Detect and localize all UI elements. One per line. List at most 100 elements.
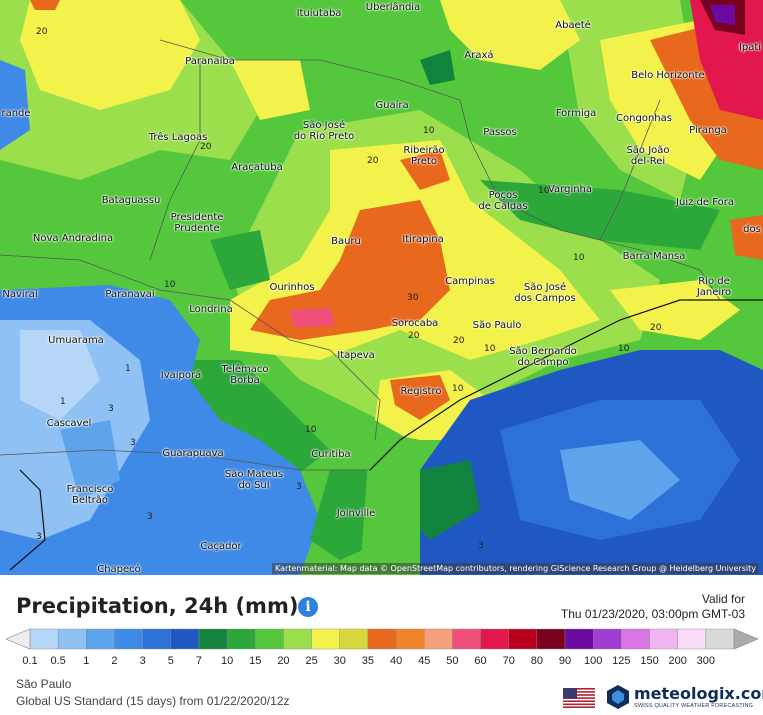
city-label: Passos [483,127,517,138]
city-label: Juiz de Fora [676,197,734,208]
scale-label: 300 [696,655,716,667]
valid-for-label: Valid for [701,592,745,606]
scale-swatch [508,628,538,650]
scale-label: 5 [167,655,174,667]
city-label: Registro [400,386,442,397]
precip-peak-pink-center [290,308,335,328]
city-label: Itapeva [337,350,375,361]
city-label: Naviraí [2,289,38,300]
city-label: Guarapuava [162,448,224,459]
precip-color-scale [6,628,758,650]
brand-tagline: SWISS QUALITY WEATHER FORECASTING [634,703,754,709]
contour-label: 20 [453,336,465,346]
city-label: Ourinhos [269,282,315,293]
scale-label: 15 [249,655,262,667]
logo-mark-icon [607,685,629,709]
scale-swatch [170,628,200,650]
city-label: Chapecó [97,564,141,575]
scale-swatch [395,628,425,650]
scale-swatch [57,628,87,650]
scale-label: 35 [361,655,375,667]
us-flag-icon[interactable] [563,688,595,708]
city-label: Francisco Beltrão [66,484,114,506]
scale-swatch [677,628,707,650]
scale-label: 3 [139,655,146,667]
city-label: Londrina [189,304,233,315]
scale-arrow-right [733,628,758,650]
city-label: Paranaíba [185,56,235,67]
city-label: Nova Andradina [32,233,114,244]
contour-label: 1 [125,364,131,374]
scale-swatch [564,628,594,650]
scale-swatch [311,628,340,650]
scale-swatch [198,628,228,650]
scale-label: 50 [446,655,459,667]
city-label: Caçador [200,541,242,552]
contour-label: 10 [452,384,464,394]
city-label: São José dos Campos [514,282,576,304]
contour-label: 3 [108,404,114,414]
city-label: dos [743,224,761,235]
city-label: Araxá [464,50,494,61]
scale-swatch [86,628,115,650]
scale-label: 0.1 [22,655,38,667]
city-label: Paranavaí [105,289,155,300]
contour-label: 10 [423,126,435,136]
scale-swatch [593,628,622,650]
scale-label: 2 [111,655,118,667]
city-label: Congonhas [616,113,672,124]
contour-label: 20 [408,331,420,341]
city-label: rande [1,108,31,119]
scale-swatch [705,628,735,650]
city-label: Uberlândia [365,2,421,13]
contour-label: 3 [130,438,136,448]
valid-for: Valid for Thu 01/23/2020, 03:00pm GMT-03 [561,592,745,622]
info-icon[interactable]: i [298,597,318,617]
map-canvas [0,0,763,575]
scale-label: 70 [502,655,515,667]
city-label: São Bernardo do Campo [509,346,577,368]
contour-label: 10 [573,253,585,263]
map-attribution: Kartenmaterial: Map data © OpenStreetMap… [271,563,759,574]
city-label: Ipati [738,42,762,53]
contour-label: 3 [36,532,42,542]
contour-label: 3 [296,482,302,492]
city-label: Ivaiporã [160,370,202,381]
valid-for-datetime: Thu 01/23/2020, 03:00pm GMT-03 [560,607,745,621]
city-label: Guaíra [375,100,409,111]
scale-swatch [621,628,650,650]
scale-arrow-left [6,628,31,650]
scale-label: 40 [389,655,403,667]
contour-label: 20 [650,323,662,333]
meteologix-logo[interactable]: meteologix.com SWISS QUALITY WEATHER FOR… [606,684,763,712]
city-label: Bauru [331,236,361,247]
scale-label: 200 [668,655,687,667]
city-label: Araçatuba [231,162,283,173]
precipitation-map[interactable]: Ituiutaba Uberlândia Abaeté Paranaíba Ar… [0,0,763,575]
city-label: Ituiutaba [296,8,342,19]
contour-label: 10 [484,344,496,354]
scale-swatch [339,628,369,650]
city-label: São José do Rio Preto [293,120,355,142]
scale-swatch [649,628,678,650]
city-label: Belo Horizonte [631,70,705,81]
scale-label: 0.5 [50,655,66,667]
contour-label: 20 [36,27,48,37]
city-label: Ribeirão Preto [403,145,445,167]
city-label: Piranga [689,125,727,136]
city-label: Umuarama [48,335,104,346]
scale-label: 125 [612,655,631,667]
contour-label: 20 [200,142,212,152]
scale-label: 25 [305,655,318,667]
scale-labels: 0.1 0.5 1 2 3 5 7 10 15 20 25 30 35 40 45 50 60 70 80 90 100… [0,655,763,669]
contour-label: 20 [367,156,379,166]
scale-swatch [114,628,143,650]
scale-label: 30 [333,655,346,667]
scale-label: 100 [584,655,603,667]
scale-swatch [283,628,312,650]
city-label: Formiga [555,108,597,119]
contour-label: 10 [618,344,630,354]
city-label: Três Lagoas [148,132,208,143]
city-label: Abaeté [555,20,591,31]
model-run: Global US Standard (15 days) from 01/22/… [16,694,290,708]
